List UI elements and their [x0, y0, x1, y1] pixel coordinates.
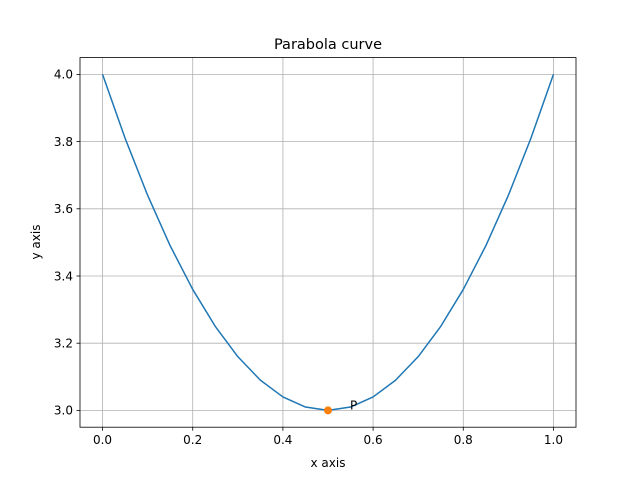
x-tick-label: 1.0	[544, 433, 563, 447]
point-marker	[324, 406, 332, 415]
grid	[80, 57, 576, 428]
parabola-line	[101, 74, 555, 412]
point-label: P	[350, 398, 357, 412]
y-tick-label: 3.6	[54, 202, 73, 216]
x-ticks: 0.0 0.2 0.4 0.6 0.8 1.0	[93, 427, 563, 447]
y-axis-label: y axis	[29, 225, 43, 260]
y-tick-label: 3.4	[54, 269, 73, 283]
y-tick-label: 3.2	[54, 337, 73, 351]
x-tick-label: 0.0	[93, 433, 112, 447]
x-tick-label: 0.6	[364, 433, 383, 447]
x-tick-label: 0.8	[454, 433, 473, 447]
y-tick-label: 4.0	[54, 68, 73, 82]
y-tick-label: 3.8	[54, 135, 73, 149]
plot-frame	[79, 57, 577, 428]
y-tick-label: 3.0	[54, 404, 73, 418]
x-tick-label: 0.2	[183, 433, 202, 447]
series-layer	[101, 74, 555, 412]
y-ticks: 3.0 3.2 3.4 3.6 3.8 4.0	[54, 68, 80, 418]
chart-title: Parabola curve	[274, 37, 382, 53]
points-layer: P	[324, 398, 357, 415]
x-axis-label: x axis	[311, 456, 346, 470]
x-tick-label: 0.4	[273, 433, 292, 447]
